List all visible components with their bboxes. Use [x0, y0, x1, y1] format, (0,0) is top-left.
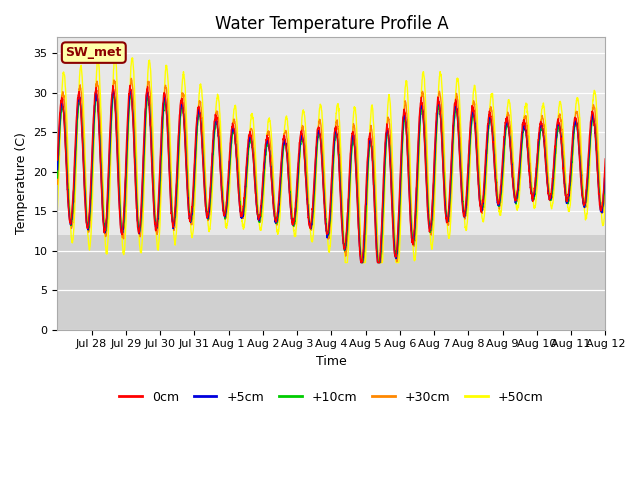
+50cm [227, 164, 234, 169]
+5cm [227, 144, 234, 150]
+10cm [365, 155, 372, 160]
Line: 0cm: 0cm [58, 85, 605, 263]
Text: SW_met: SW_met [66, 46, 122, 59]
+10cm [54, 175, 61, 181]
0cm [108, 90, 116, 96]
Y-axis label: Temperature (C): Temperature (C) [15, 132, 28, 234]
+50cm [108, 108, 116, 114]
+50cm [54, 207, 61, 213]
X-axis label: Time: Time [316, 355, 347, 368]
Line: +30cm: +30cm [58, 78, 605, 263]
+5cm [357, 260, 365, 265]
+5cm [497, 192, 504, 197]
+5cm [527, 189, 535, 195]
+10cm [227, 150, 234, 156]
0cm [497, 183, 504, 189]
0cm [126, 83, 134, 88]
Legend: 0cm, +5cm, +10cm, +30cm, +50cm: 0cm, +5cm, +10cm, +30cm, +50cm [114, 385, 548, 408]
+5cm [602, 165, 609, 171]
0cm [54, 157, 61, 163]
+30cm [127, 75, 135, 81]
0cm [594, 178, 602, 184]
+30cm [594, 154, 602, 159]
Line: +5cm: +5cm [58, 90, 605, 263]
+5cm [594, 174, 602, 180]
+50cm [527, 175, 535, 181]
+50cm [594, 132, 602, 138]
+50cm [497, 213, 504, 218]
+10cm [602, 174, 609, 180]
+10cm [127, 92, 135, 97]
+5cm [365, 148, 372, 154]
+30cm [108, 97, 116, 103]
0cm [357, 260, 365, 265]
Title: Water Temperature Profile A: Water Temperature Profile A [214, 15, 448, 33]
+30cm [602, 178, 609, 184]
+30cm [365, 152, 372, 157]
+30cm [358, 260, 365, 265]
+30cm [497, 200, 504, 205]
+50cm [111, 52, 119, 58]
+50cm [602, 200, 609, 205]
+10cm [594, 169, 602, 175]
+30cm [54, 181, 61, 187]
+50cm [341, 260, 349, 265]
+5cm [127, 87, 134, 93]
+30cm [227, 152, 234, 157]
0cm [527, 192, 535, 198]
+10cm [108, 105, 116, 110]
0cm [365, 136, 372, 142]
0cm [602, 156, 609, 162]
+50cm [365, 164, 372, 169]
+10cm [358, 260, 365, 265]
+30cm [527, 183, 535, 189]
0cm [227, 135, 234, 141]
Line: +50cm: +50cm [58, 55, 605, 263]
+5cm [54, 167, 61, 172]
+10cm [527, 189, 535, 195]
+5cm [108, 97, 116, 103]
+10cm [497, 194, 504, 200]
Bar [58, 235, 605, 330]
Line: +10cm: +10cm [58, 95, 605, 263]
